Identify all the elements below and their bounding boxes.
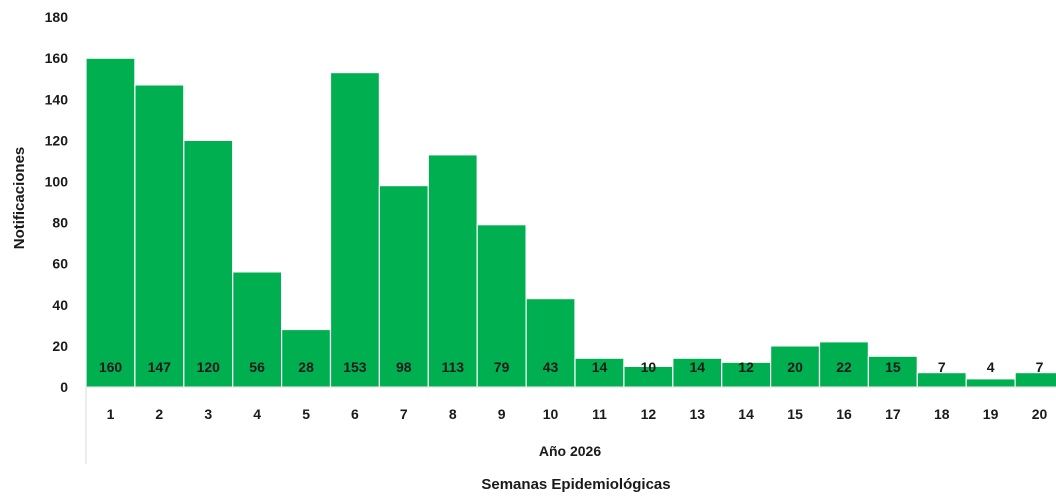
- y-tick-label: 80: [52, 215, 68, 231]
- y-axis-tick-labels: 0 20 40 60 80 100 120 140 160 180: [45, 9, 69, 395]
- x-tick-label: 12: [641, 406, 657, 422]
- bar-week-16: [818, 341, 870, 388]
- x-axis-title: Semanas Epidemiológicas: [481, 476, 670, 493]
- y-tick-label: 120: [45, 132, 69, 148]
- bar-week-6: [329, 71, 381, 388]
- x-tick-label: 19: [983, 406, 999, 422]
- data-label: 43: [543, 359, 559, 375]
- data-label: 14: [592, 359, 608, 375]
- y-tick-label: 40: [52, 297, 68, 313]
- data-label: 153: [343, 359, 367, 375]
- data-label: 10: [641, 359, 657, 375]
- x-tick-label: 4: [253, 406, 261, 422]
- y-tick-label: 180: [45, 9, 69, 25]
- bar-week-4: [232, 271, 283, 388]
- y-axis-title: Notificaciones: [11, 147, 28, 250]
- y-tick-label: 100: [45, 174, 69, 190]
- data-label: 160: [99, 359, 123, 375]
- x-tick-label: 9: [498, 406, 506, 422]
- bar-week-10: [525, 298, 576, 388]
- data-label: 7: [1036, 359, 1044, 375]
- bar-week-3: [183, 139, 234, 388]
- data-label: 7: [938, 359, 946, 375]
- bar-week-7: [378, 185, 429, 388]
- x-tick-label: 10: [543, 406, 559, 422]
- data-label: 12: [738, 359, 754, 375]
- bar-week-19: [965, 378, 1016, 388]
- x-tick-label: 14: [738, 406, 754, 422]
- x-tick-label: 1: [107, 406, 115, 422]
- x-tick-label: 16: [836, 406, 852, 422]
- y-tick-label: 140: [45, 91, 69, 107]
- bar-week-8: [427, 154, 478, 388]
- x-tick-label: 13: [690, 406, 706, 422]
- y-tick-label: 160: [45, 50, 69, 66]
- data-label: 79: [494, 359, 510, 375]
- data-label: 98: [396, 359, 412, 375]
- data-label: 20: [787, 359, 803, 375]
- bars-group: [85, 57, 1056, 388]
- x-tick-label: 15: [787, 406, 803, 422]
- data-label: 14: [690, 359, 706, 375]
- x-tick-label: 11: [592, 406, 607, 422]
- y-tick-label: 20: [52, 338, 68, 354]
- x-tick-label: 2: [155, 406, 163, 422]
- x-tick-label: 6: [351, 406, 359, 422]
- bar-week-1: [85, 57, 136, 388]
- data-label: 56: [249, 359, 265, 375]
- x-tick-label: 20: [1032, 406, 1048, 422]
- data-label: 15: [885, 359, 901, 375]
- x-tick-label: 5: [302, 406, 310, 422]
- bar-week-9: [476, 224, 527, 388]
- data-label: 22: [836, 359, 852, 375]
- data-label: 147: [148, 359, 172, 375]
- data-label: 4: [987, 359, 995, 375]
- bar-week-17: [867, 355, 918, 388]
- x-group-label: Año 2026: [539, 443, 601, 459]
- x-tick-label: 3: [204, 406, 212, 422]
- data-label: 120: [197, 359, 221, 375]
- x-axis-tick-labels: 1 2 3 4 5 6 7 8 9 10 11 12 13 14 15 16 17 18 19 20: [107, 406, 1048, 422]
- data-labels: 160 147 120 56 28 153 98 113 79 43 14 10 14 12 20 22 15 7…: [99, 359, 1044, 375]
- x-tick-label: 7: [400, 406, 408, 422]
- x-tick-label: 8: [449, 406, 457, 422]
- y-tick-label: 60: [52, 256, 68, 272]
- x-tick-label: 17: [885, 406, 901, 422]
- y-tick-label: 0: [60, 379, 68, 395]
- data-label: 28: [298, 359, 314, 375]
- bar-week-2: [134, 84, 185, 388]
- bar-week-5: [281, 328, 332, 388]
- x-tick-label: 18: [934, 406, 950, 422]
- bar-week-15: [769, 345, 821, 388]
- data-label: 113: [442, 359, 465, 375]
